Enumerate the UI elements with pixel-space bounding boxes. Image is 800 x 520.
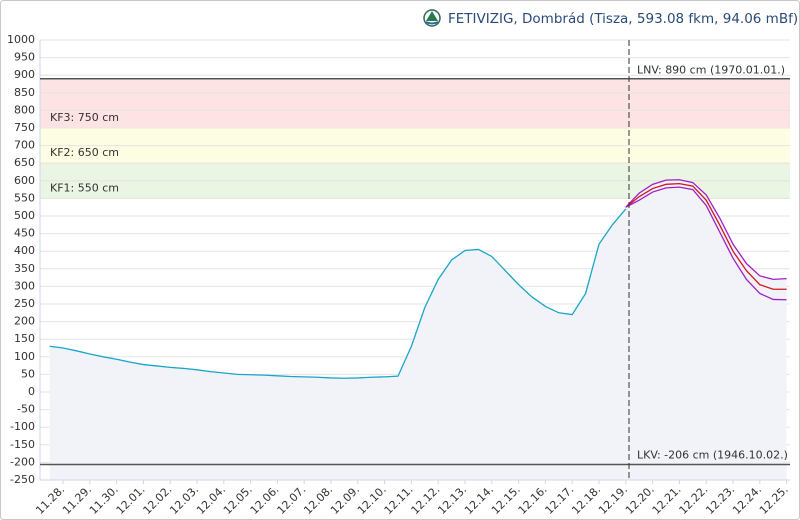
- y-tick-label: 450: [14, 227, 35, 240]
- y-tick-label: 500: [14, 209, 35, 222]
- series-line: [625, 182, 787, 290]
- y-tick-label: -150: [10, 438, 35, 451]
- threshold-label: KF1: 550 cm: [50, 181, 119, 194]
- y-tick-label: 400: [14, 244, 35, 257]
- y-tick-label: 900: [14, 68, 35, 81]
- threshold-band: [40, 78, 790, 128]
- series-line: [625, 186, 787, 301]
- y-tick-label: 250: [14, 297, 35, 310]
- y-tick-label: 850: [14, 86, 35, 99]
- y-tick-label: 50: [21, 367, 35, 380]
- logo: [423, 9, 441, 27]
- y-tick-label: 200: [14, 315, 35, 328]
- y-tick-label: 350: [14, 262, 35, 275]
- y-tick-label: 150: [14, 332, 35, 345]
- y-tick-label: 0: [28, 385, 35, 398]
- threshold-label: KF2: 650 cm: [50, 146, 119, 159]
- y-tick-label: 300: [14, 279, 35, 292]
- y-tick-label: -250: [10, 473, 35, 486]
- y-tick-label: 600: [14, 174, 35, 187]
- y-tick-label: 800: [14, 103, 35, 116]
- y-tick-label: 1000: [7, 33, 35, 46]
- y-tick-label: 100: [14, 350, 35, 363]
- area: [49, 208, 626, 480]
- y-tick-label: -100: [10, 420, 35, 433]
- y-tick-label: -50: [17, 403, 35, 416]
- y-tick-label: 950: [14, 51, 35, 64]
- y-tick-label: 750: [14, 121, 35, 134]
- series-line: [625, 179, 787, 281]
- y-tick-label: 550: [14, 191, 35, 204]
- limit-label: LNV: 890 cm (1970.01.01.): [637, 64, 785, 77]
- threshold-label: KF3: 750 cm: [50, 111, 119, 124]
- chart-title: FETIVIZIG, Dombrád (Tisza, 593.08 fkm, 9…: [448, 11, 798, 27]
- limit-label: LKV: -206 cm (1946.10.02.): [637, 449, 788, 462]
- series-line: [49, 208, 627, 379]
- y-tick-label: 650: [14, 156, 35, 169]
- y-tick-label: -200: [10, 455, 35, 468]
- area: [625, 179, 787, 480]
- y-tick-label: 700: [14, 139, 35, 152]
